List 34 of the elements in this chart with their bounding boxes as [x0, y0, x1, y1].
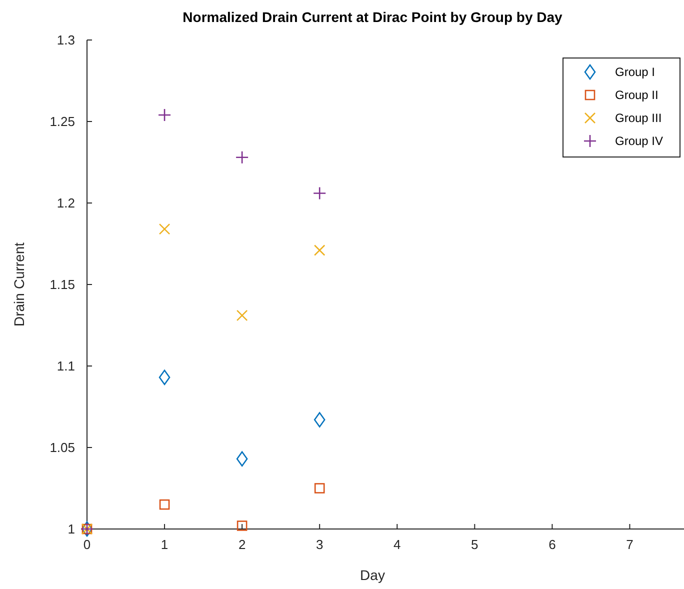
point [235, 150, 249, 164]
point [314, 483, 325, 494]
x-tick-label: 5 [471, 537, 478, 552]
legend-label: Group III [615, 111, 662, 126]
point [314, 412, 326, 428]
point [158, 223, 170, 235]
x-axis-title: Day [360, 567, 385, 583]
x-tick-label: 6 [548, 537, 556, 552]
point [158, 108, 172, 122]
point [314, 244, 326, 256]
legend-label: Group I [615, 65, 656, 80]
y-tick-label: 1.2 [56, 196, 75, 211]
chart-title: Normalized Drain Current at Dirac Point by Group by Day [182, 9, 563, 25]
x-tick-label: 2 [238, 537, 246, 552]
point [236, 520, 248, 531]
point [158, 370, 170, 386]
point [236, 451, 248, 467]
x-tick-label: 4 [394, 537, 401, 552]
y-tick-label: 1 [68, 522, 75, 537]
y-tick-label: 1.3 [56, 32, 75, 48]
x-tick-label: 3 [316, 537, 324, 552]
x-tick-label: 1 [160, 537, 168, 552]
x-tick-label: 0 [83, 537, 91, 552]
y-tick-label: 1.05 [50, 440, 75, 456]
y-tick-label: 1.1 [56, 358, 75, 374]
x-tick-label: 7 [626, 537, 634, 552]
point [159, 499, 170, 510]
y-tick-label: 1.25 [50, 114, 75, 130]
legend-label: Group II [615, 88, 658, 102]
point [312, 186, 326, 200]
y-axis-title: Drain Current [11, 242, 27, 327]
y-tick-label: 1.15 [50, 277, 75, 292]
legend-label: Group IV [615, 134, 664, 148]
point [236, 310, 248, 322]
